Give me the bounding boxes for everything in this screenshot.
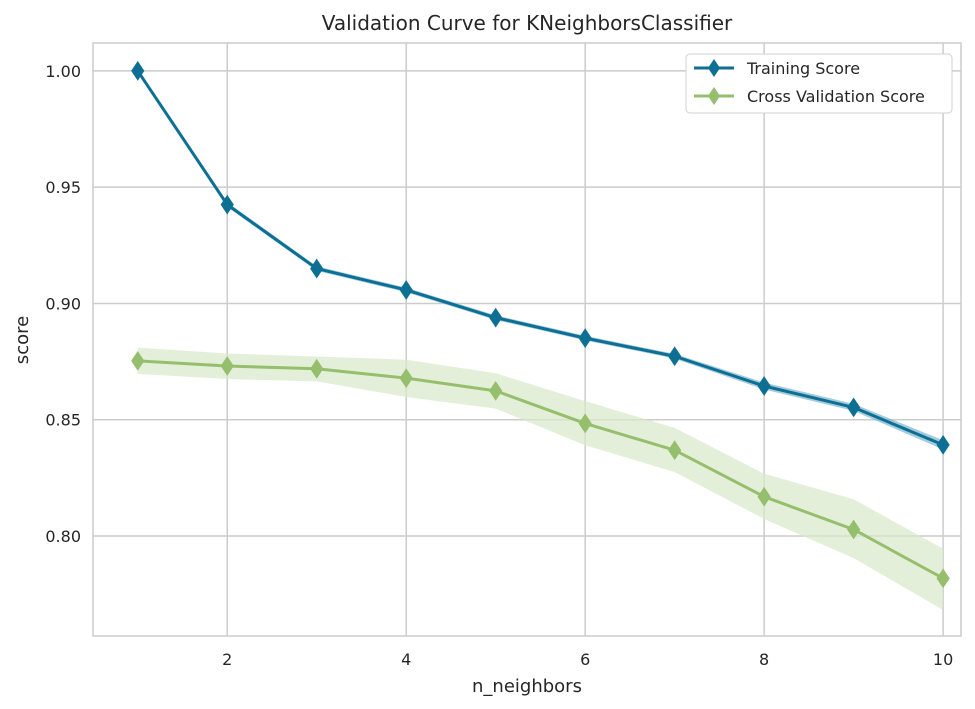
training-score-point (310, 258, 324, 279)
series-markers (131, 61, 950, 589)
x-tick-label: 10 (933, 650, 953, 669)
training-score-point (936, 434, 950, 455)
cross-validation-score-point (936, 568, 950, 589)
training-score-point (489, 307, 503, 328)
legend-label: Cross Validation Score (747, 87, 925, 106)
cross-validation-score-point (131, 350, 145, 371)
cross-validation-score-point (578, 413, 592, 434)
training-score-point (578, 328, 592, 349)
x-tick-label: 2 (222, 650, 232, 669)
cross-validation-score-point (220, 356, 234, 376)
cross-validation-score-point (489, 380, 503, 401)
cross-validation-score-band (137, 347, 944, 610)
x-tick-label: 4 (401, 650, 411, 669)
y-tick-label: 0.95 (45, 178, 81, 197)
x-tick-label: 6 (580, 650, 590, 669)
x-axis-ticks: 2 4 6 8 10 (222, 650, 953, 669)
cross-validation-score-point (757, 486, 771, 507)
legend-item-training-score: Training Score (694, 59, 860, 78)
legend-marker (708, 59, 720, 77)
cross-validation-score-point (847, 519, 861, 540)
cross-validation-score-point (310, 358, 324, 379)
plot-area (92, 42, 962, 637)
training-score-point (220, 194, 234, 215)
legend: Training Score Cross Validation Score (685, 53, 953, 114)
y-tick-label: 0.85 (45, 411, 81, 430)
legend-marker (708, 87, 720, 105)
training-score-point (668, 346, 682, 367)
training-score-point (847, 397, 861, 418)
legend-box (685, 53, 953, 114)
x-axis-label: n_neighbors (472, 676, 582, 697)
y-tick-label: 1.00 (45, 62, 81, 81)
y-axis-ticks: 0.80 0.85 0.90 0.95 1.00 (45, 62, 81, 546)
legend-item-cross-validation-score: Cross Validation Score (694, 87, 925, 106)
series-lines (136, 70, 944, 580)
training-score-point (131, 61, 145, 81)
training-score-point (399, 280, 413, 300)
chart-title: Validation Curve for KNeighborsClassifie… (322, 11, 733, 35)
legend-label: Training Score (746, 59, 860, 78)
cross-validation-score-point (668, 440, 682, 461)
cross-validation-score-point (399, 368, 413, 389)
x-tick-label: 8 (759, 650, 769, 669)
training-score-line (136, 70, 944, 447)
cross-validation-score-line (137, 359, 944, 580)
y-axis-label: score (12, 316, 33, 364)
y-tick-label: 0.90 (45, 294, 81, 313)
y-tick-label: 0.80 (45, 527, 81, 546)
training-score-point (757, 376, 771, 396)
